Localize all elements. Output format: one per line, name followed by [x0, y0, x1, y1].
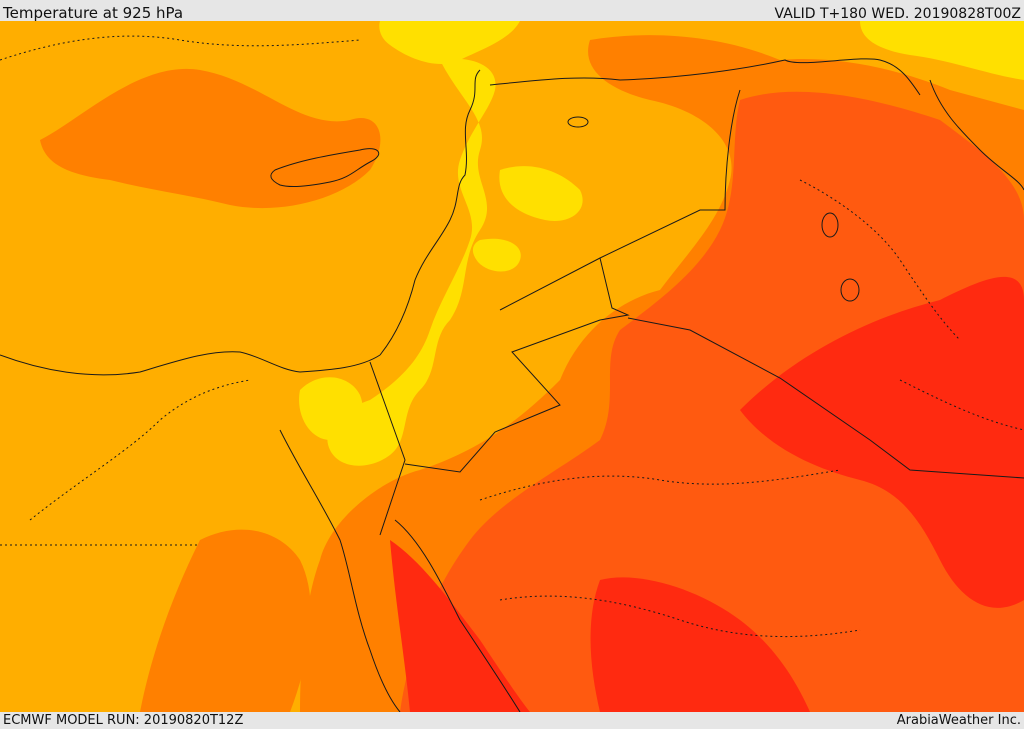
jordan-border: [404, 257, 630, 473]
temperature-band-red-redsea: [390, 540, 530, 712]
lake-razazah: [840, 278, 860, 302]
province-line-iraq: [799, 179, 961, 341]
temperature-band-red-east: [740, 276, 1024, 608]
iraq-syria-border: [499, 89, 741, 311]
temperature-band-orange-southwest: [140, 529, 311, 712]
cyprus-island: [270, 148, 380, 187]
mediterranean-coastline: [0, 69, 481, 376]
temperature-band-red-south: [590, 577, 810, 712]
model-run-label: ECMWF MODEL RUN: 20190820T12Z: [3, 713, 244, 728]
province-line-east: [899, 379, 1024, 431]
valid-time-label: VALID T+180 WED. 20190828T00Z: [774, 6, 1021, 22]
temperature-band-yellow-north: [379, 21, 520, 65]
map-footer: ECMWF MODEL RUN: 20190820T12Z ArabiaWeat…: [0, 712, 1024, 729]
saudi-iraq-border: [627, 317, 1024, 479]
lakes: [567, 116, 860, 302]
credit-label: ArabiaWeather Inc.: [896, 713, 1021, 728]
syria-border: [489, 58, 921, 96]
borders-solid: [0, 58, 1024, 712]
map-title: Temperature at 925 hPa: [3, 4, 184, 22]
temperature-band-yellow-sinai: [299, 377, 363, 440]
red-sea-coast-west: [279, 429, 401, 712]
lake-assad: [567, 116, 589, 128]
temperature-band-yellow-northeast: [860, 21, 1024, 80]
gulf-coast: [929, 79, 1024, 191]
temperature-band-orange-north: [40, 68, 381, 209]
temperature-band-darkorange: [400, 91, 1024, 712]
lake-tharthar: [821, 212, 839, 238]
temperature-band-yellow-patch: [472, 238, 521, 272]
sinai-border: [369, 361, 406, 536]
temperature-band-yellow-syria: [499, 166, 583, 221]
map-header: Temperature at 925 hPa VALID T+180 WED. …: [0, 0, 1024, 22]
borders-dotted: [0, 35, 1024, 638]
red-sea-coast-east: [394, 519, 521, 712]
province-line-saudi-south: [499, 595, 861, 638]
temperature-map: [0, 21, 1024, 712]
